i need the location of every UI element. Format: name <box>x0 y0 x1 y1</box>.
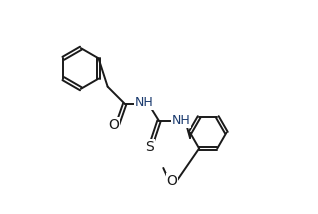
Text: NH: NH <box>172 114 190 127</box>
Text: O: O <box>108 118 119 132</box>
Text: O: O <box>166 174 177 188</box>
Text: S: S <box>145 140 154 154</box>
Text: NH: NH <box>135 96 153 109</box>
